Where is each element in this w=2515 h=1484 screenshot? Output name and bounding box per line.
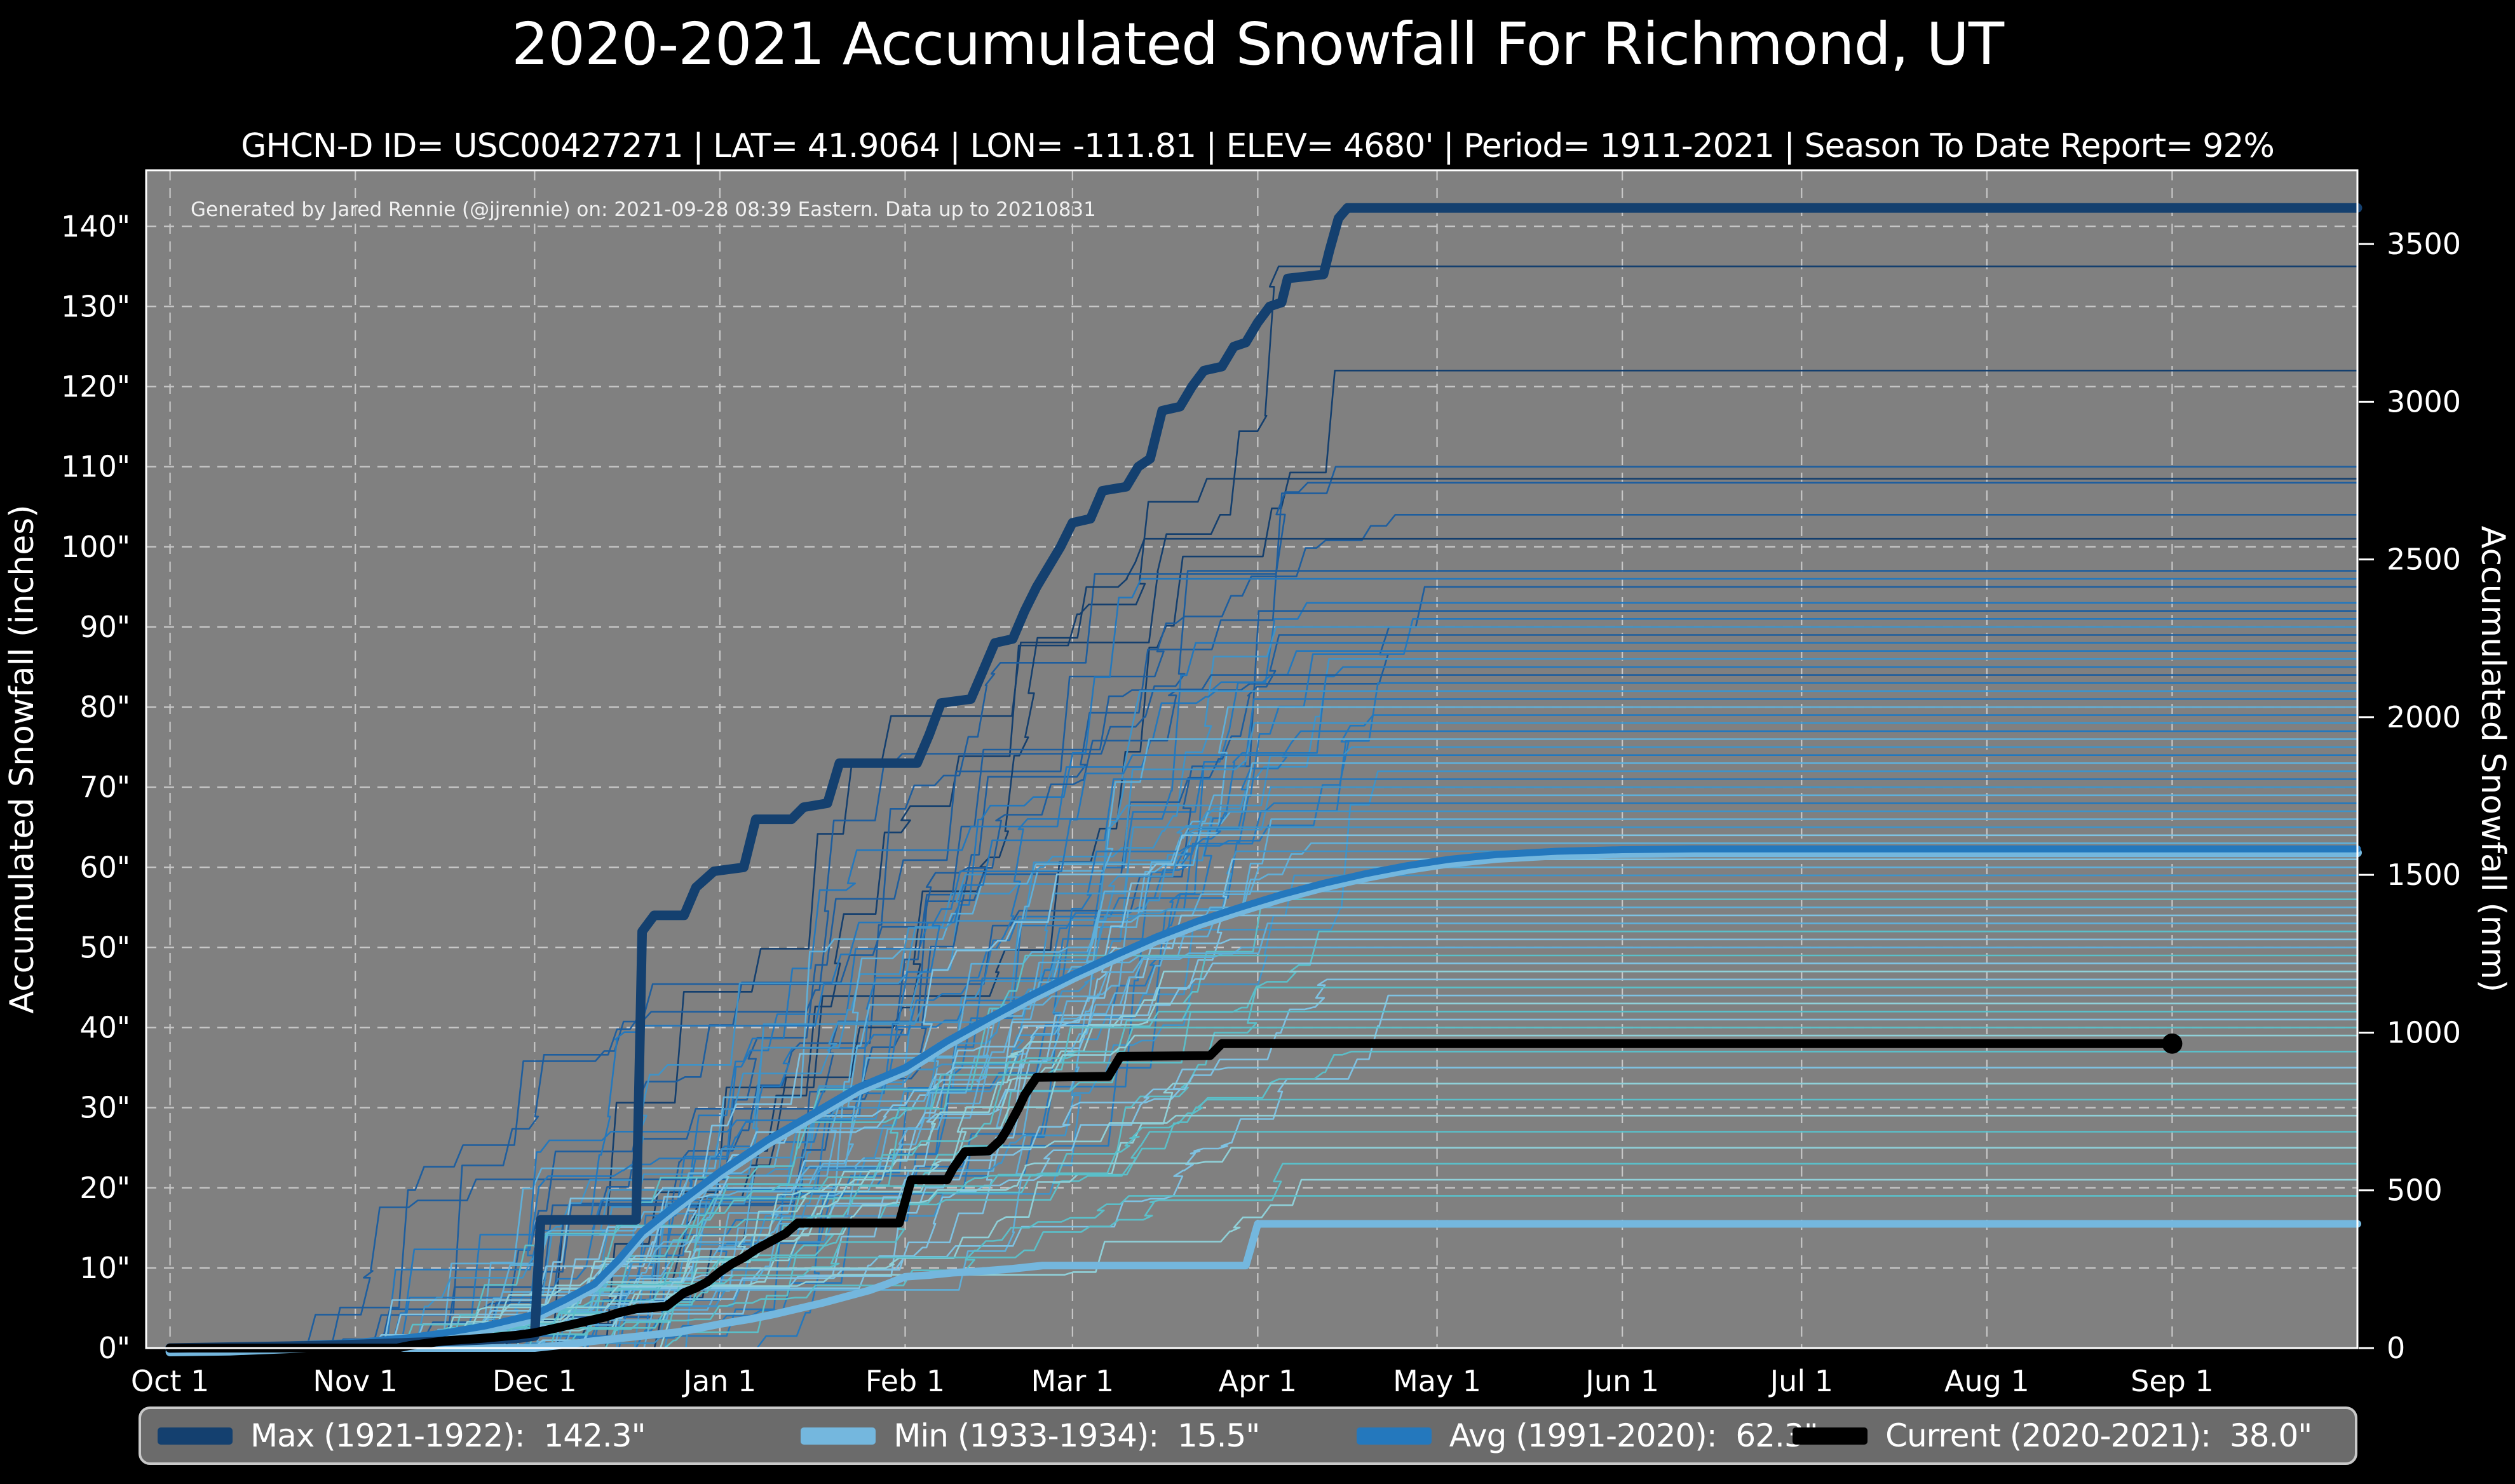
svg-text:90": 90" bbox=[79, 610, 130, 644]
svg-text:Feb 1: Feb 1 bbox=[865, 1364, 945, 1398]
svg-text:100": 100" bbox=[61, 530, 130, 564]
current-line-swatch bbox=[1793, 1427, 1868, 1445]
legend-label-current: Current (2020-2021): 38.0" bbox=[1885, 1417, 2312, 1454]
svg-text:Apr 1: Apr 1 bbox=[1219, 1364, 1297, 1398]
svg-text:40": 40" bbox=[79, 1011, 130, 1045]
svg-text:1000: 1000 bbox=[2387, 1015, 2461, 1049]
svg-text:Generated by Jared Rennie (@jj: Generated by Jared Rennie (@jjrennie) on… bbox=[191, 198, 1096, 221]
legend-label-avg: Avg (1991-2020): 62.3" bbox=[1449, 1417, 1819, 1454]
svg-text:70": 70" bbox=[79, 770, 130, 804]
svg-text:Jun 1: Jun 1 bbox=[1583, 1364, 1659, 1398]
svg-text:Oct 1: Oct 1 bbox=[131, 1364, 209, 1398]
legend-item-min: Min (1933-1934): 15.5" bbox=[801, 1409, 1260, 1462]
max-line-swatch bbox=[158, 1427, 233, 1445]
svg-text:120": 120" bbox=[61, 370, 130, 404]
svg-text:0": 0" bbox=[98, 1331, 130, 1365]
svg-text:Accumulated Snowfall (mm): Accumulated Snowfall (mm) bbox=[2474, 526, 2512, 992]
svg-text:Nov 1: Nov 1 bbox=[313, 1364, 398, 1398]
svg-text:1500: 1500 bbox=[2387, 858, 2461, 892]
station-subtitle: GHCN-D ID= USC00427271 | LAT= 41.9064 | … bbox=[241, 127, 2275, 165]
svg-text:3500: 3500 bbox=[2387, 227, 2461, 261]
svg-text:110": 110" bbox=[61, 450, 130, 484]
svg-text:130": 130" bbox=[61, 289, 130, 323]
legend-item-current: Current (2020-2021): 38.0" bbox=[1793, 1409, 2312, 1462]
legend-label-min: Min (1933-1934): 15.5" bbox=[893, 1417, 1260, 1454]
svg-text:Mar 1: Mar 1 bbox=[1031, 1364, 1114, 1398]
svg-text:Aug 1: Aug 1 bbox=[1944, 1364, 2030, 1398]
svg-text:Accumulated Snowfall (inches): Accumulated Snowfall (inches) bbox=[3, 504, 41, 1013]
svg-text:Dec 1: Dec 1 bbox=[492, 1364, 577, 1398]
svg-text:Jul 1: Jul 1 bbox=[1768, 1364, 1833, 1398]
svg-text:20": 20" bbox=[79, 1171, 130, 1205]
page-title: 2020-2021 Accumulated Snowfall For Richm… bbox=[511, 10, 2004, 78]
chart-legend: Max (1921-1922): 142.3" Min (1933-1934):… bbox=[139, 1406, 2357, 1465]
svg-text:3000: 3000 bbox=[2387, 384, 2461, 419]
legend-label-max: Max (1921-1922): 142.3" bbox=[250, 1417, 646, 1454]
svg-text:2500: 2500 bbox=[2387, 543, 2461, 577]
svg-text:10": 10" bbox=[79, 1251, 130, 1285]
svg-text:Sep 1: Sep 1 bbox=[2131, 1364, 2214, 1398]
svg-text:30": 30" bbox=[79, 1091, 130, 1125]
legend-item-max: Max (1921-1922): 142.3" bbox=[158, 1409, 646, 1462]
min-line-swatch bbox=[801, 1427, 876, 1445]
svg-text:60": 60" bbox=[79, 850, 130, 884]
svg-text:May 1: May 1 bbox=[1393, 1364, 1481, 1398]
svg-text:500: 500 bbox=[2387, 1173, 2443, 1208]
avg-line-swatch bbox=[1356, 1427, 1432, 1445]
svg-text:80": 80" bbox=[79, 690, 130, 724]
svg-text:2000: 2000 bbox=[2387, 700, 2461, 734]
svg-text:Jan 1: Jan 1 bbox=[682, 1364, 757, 1398]
svg-text:140": 140" bbox=[61, 209, 130, 243]
svg-text:0: 0 bbox=[2387, 1331, 2405, 1365]
legend-item-avg: Avg (1991-2020): 62.3" bbox=[1356, 1409, 1819, 1462]
svg-text:50": 50" bbox=[79, 930, 130, 964]
